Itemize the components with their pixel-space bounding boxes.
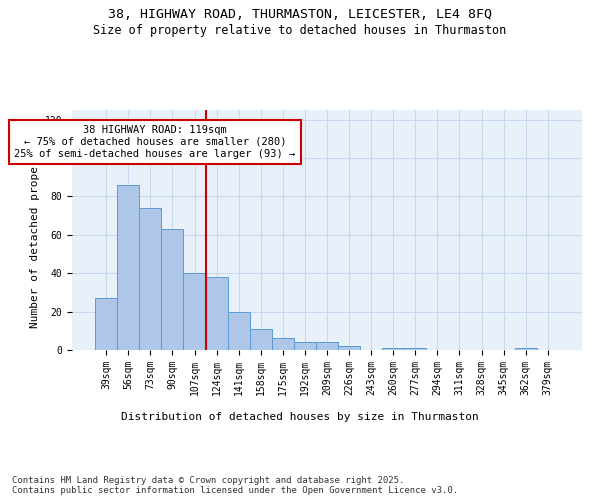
Bar [95,298,117,350]
Bar [250,329,272,350]
Bar [184,273,206,350]
Bar [515,348,537,350]
Bar [382,348,404,350]
Bar [206,277,227,350]
Text: Contains HM Land Registry data © Crown copyright and database right 2025.
Contai: Contains HM Land Registry data © Crown c… [12,476,458,495]
Text: Size of property relative to detached houses in Thurmaston: Size of property relative to detached ho… [94,24,506,37]
Bar [161,229,184,350]
Text: 38 HIGHWAY ROAD: 119sqm
← 75% of detached houses are smaller (280)
25% of semi-d: 38 HIGHWAY ROAD: 119sqm ← 75% of detache… [14,126,295,158]
Bar [272,338,294,350]
Bar [294,342,316,350]
Bar [338,346,360,350]
Bar [404,348,427,350]
Text: 38, HIGHWAY ROAD, THURMASTON, LEICESTER, LE4 8FQ: 38, HIGHWAY ROAD, THURMASTON, LEICESTER,… [108,8,492,20]
Bar [316,342,338,350]
Text: Distribution of detached houses by size in Thurmaston: Distribution of detached houses by size … [121,412,479,422]
Y-axis label: Number of detached properties: Number of detached properties [31,132,40,328]
Bar [117,185,139,350]
Bar [227,312,250,350]
Bar [139,208,161,350]
